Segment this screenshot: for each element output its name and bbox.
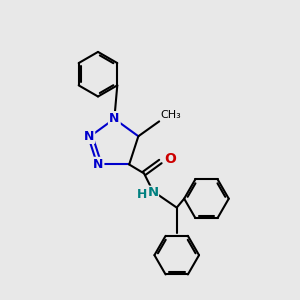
Text: H: H bbox=[137, 188, 148, 201]
Text: N: N bbox=[147, 186, 158, 199]
Text: O: O bbox=[164, 152, 176, 166]
Text: N: N bbox=[109, 112, 119, 125]
Text: N: N bbox=[84, 130, 94, 143]
Text: N: N bbox=[93, 158, 103, 171]
Text: CH₃: CH₃ bbox=[161, 110, 182, 120]
